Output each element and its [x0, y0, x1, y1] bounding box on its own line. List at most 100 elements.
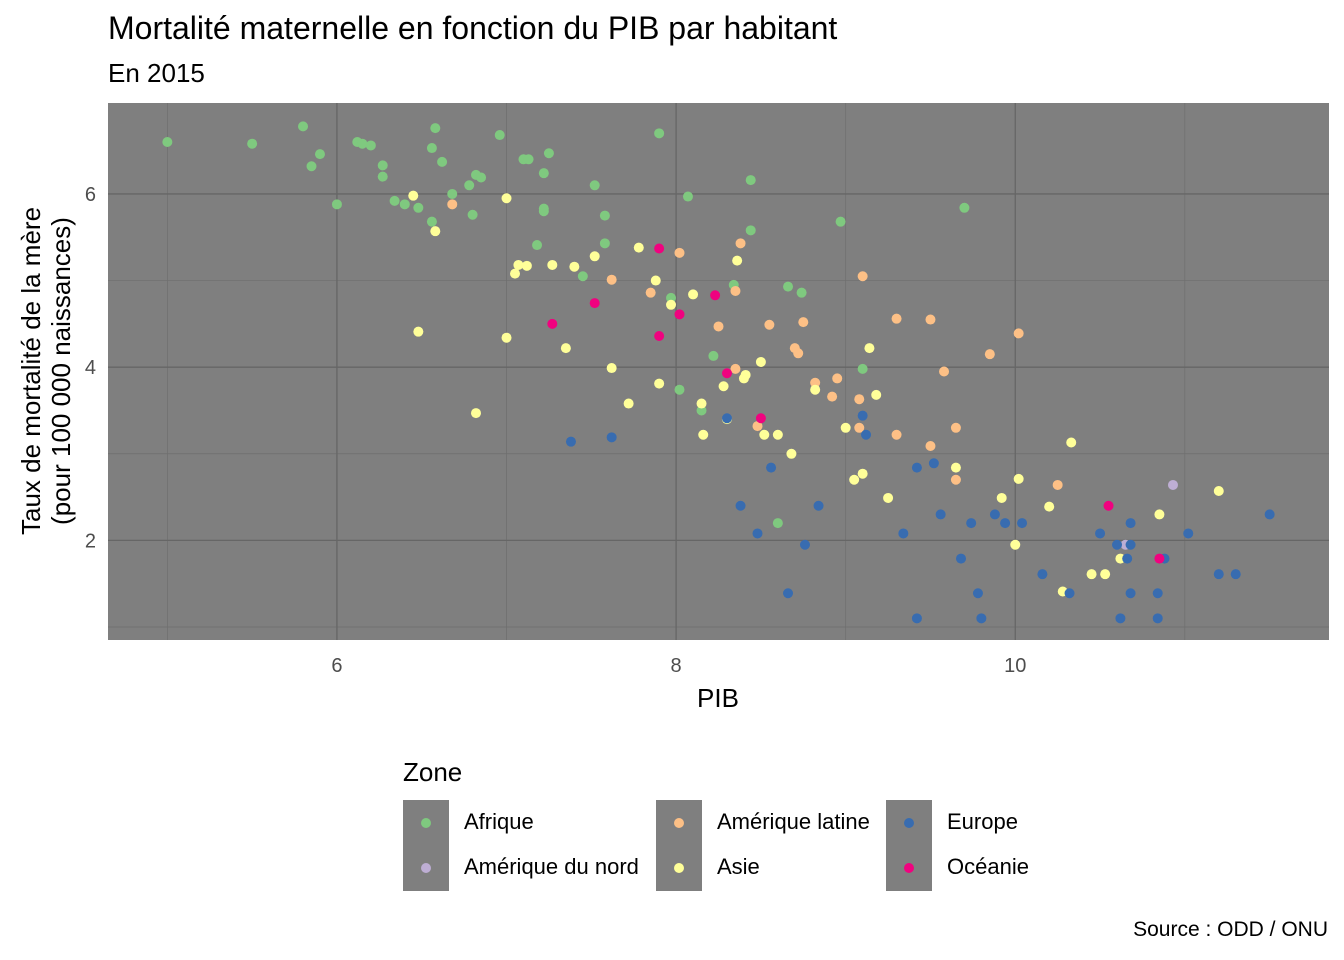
- data-point: [959, 202, 970, 213]
- data-point: [730, 363, 741, 374]
- data-point: [966, 518, 977, 529]
- data-point: [883, 492, 894, 503]
- data-point: [984, 349, 995, 360]
- data-point: [1125, 518, 1136, 529]
- data-point: [606, 432, 617, 443]
- data-point: [721, 368, 732, 379]
- legend-key: [656, 845, 702, 891]
- axes: 6 8 10 2 4 6: [85, 184, 1027, 677]
- data-point: [476, 172, 487, 183]
- x-tick-label: 6: [331, 655, 342, 677]
- data-point: [735, 500, 746, 511]
- source-caption: Source : ODD / ONU: [1133, 918, 1328, 941]
- data-point: [1052, 479, 1063, 490]
- data-point: [854, 394, 865, 405]
- data-point: [430, 226, 441, 237]
- data-point: [745, 225, 756, 236]
- data-point: [698, 429, 709, 440]
- x-tick-label: 10: [1004, 655, 1026, 677]
- data-point: [589, 298, 600, 309]
- data-point: [732, 255, 743, 266]
- data-point: [798, 317, 809, 328]
- data-point: [1010, 539, 1021, 550]
- data-point: [1086, 569, 1097, 580]
- data-point: [911, 462, 922, 473]
- data-point: [708, 350, 719, 361]
- data-point: [437, 156, 448, 167]
- data-point: [752, 528, 763, 539]
- data-point: [654, 330, 665, 341]
- legend-dot: [904, 863, 914, 873]
- data-point: [430, 123, 441, 134]
- y-axis-label-line: Taux de mortalité de la mère: [16, 207, 46, 535]
- data-point: [976, 613, 987, 624]
- data-point: [710, 290, 721, 301]
- data-point: [827, 391, 838, 402]
- data-point: [950, 474, 961, 485]
- data-point: [891, 429, 902, 440]
- data-point: [1230, 569, 1241, 580]
- data-point: [857, 271, 868, 282]
- data-point: [654, 378, 665, 389]
- data-point: [1213, 486, 1224, 497]
- data-point: [1112, 539, 1123, 550]
- legend-label: Amérique du nord: [464, 854, 639, 879]
- y-tick-label: 4: [85, 357, 96, 379]
- data-point: [467, 209, 478, 220]
- data-point: [783, 588, 794, 599]
- data-point: [696, 405, 707, 416]
- data-point: [854, 422, 865, 433]
- data-point: [633, 242, 644, 253]
- data-point: [589, 251, 600, 262]
- data-point: [1066, 437, 1077, 448]
- data-point: [1037, 569, 1048, 580]
- data-point: [857, 468, 868, 479]
- data-point: [306, 161, 317, 172]
- data-point: [1213, 569, 1224, 580]
- data-point: [786, 448, 797, 459]
- data-point: [513, 259, 524, 270]
- legend-label: Europe: [947, 809, 1018, 834]
- data-point: [1152, 613, 1163, 624]
- data-point: [1264, 509, 1275, 520]
- data-point: [772, 518, 783, 529]
- data-point: [755, 356, 766, 367]
- legend-key: [403, 845, 449, 891]
- data-point: [1000, 518, 1011, 529]
- data-point: [674, 309, 685, 320]
- data-point: [298, 121, 309, 132]
- data-point: [494, 130, 505, 141]
- data-point: [1044, 501, 1055, 512]
- data-point: [413, 326, 424, 337]
- data-point: [666, 299, 677, 310]
- data-point: [1103, 500, 1114, 511]
- data-point: [898, 528, 909, 539]
- data-point: [925, 440, 936, 451]
- data-point: [1167, 479, 1178, 490]
- data-point: [799, 539, 810, 550]
- x-tick-label: 8: [671, 655, 682, 677]
- data-point: [543, 148, 554, 159]
- y-axis-label-line: (pour 100 000 naissances): [46, 217, 76, 525]
- data-point: [565, 436, 576, 447]
- data-point: [1013, 473, 1024, 484]
- data-point: [735, 238, 746, 249]
- data-point: [650, 275, 661, 286]
- data-point: [501, 332, 512, 343]
- data-point: [989, 509, 1000, 520]
- legend: Zone Afrique Amérique du nord Amérique lat…: [403, 755, 1103, 895]
- data-point: [447, 199, 458, 210]
- data-point: [357, 138, 368, 149]
- legend-label: Asie: [717, 854, 760, 879]
- data-point: [399, 199, 410, 210]
- legend-dot: [674, 818, 684, 828]
- data-point: [755, 413, 766, 424]
- data-point: [547, 318, 558, 329]
- data-point: [745, 175, 756, 186]
- y-tick-label: 2: [85, 530, 96, 552]
- data-points: [162, 121, 1275, 624]
- data-point: [1017, 518, 1028, 529]
- data-point: [606, 274, 617, 285]
- legend-dot: [421, 863, 431, 873]
- plot-panel: [108, 103, 1329, 640]
